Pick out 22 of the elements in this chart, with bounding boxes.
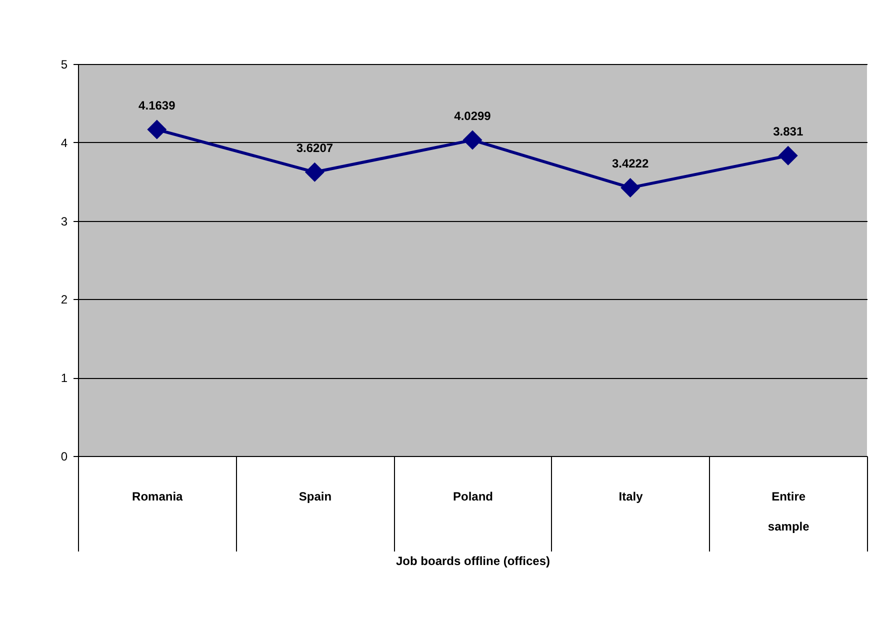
point bbox=[304, 162, 324, 182]
category-label: Entire sample bbox=[768, 490, 810, 534]
x-tick-label: Romania bbox=[132, 490, 184, 504]
data-label: 3.831 bbox=[773, 124, 804, 139]
y-tick-label: 1 bbox=[60, 371, 68, 386]
x-tick-label: Poland bbox=[452, 490, 494, 504]
x-axis-title: Job boards offline (offices) bbox=[396, 554, 550, 568]
y-tick-label: 4 bbox=[60, 136, 68, 150]
point bbox=[147, 120, 167, 140]
x-tick-label: Spain bbox=[298, 490, 332, 504]
y-tick-label: 0 bbox=[60, 450, 68, 464]
point bbox=[620, 178, 640, 198]
point bbox=[778, 146, 798, 166]
data-label: 3.4222 bbox=[612, 156, 649, 171]
point bbox=[462, 130, 482, 150]
y-tick-label: 3 bbox=[60, 214, 68, 228]
data-label: 4.0299 bbox=[454, 109, 492, 124]
data-label: 3.6207 bbox=[296, 141, 334, 156]
data-label: 4.1639 bbox=[138, 98, 176, 113]
y-tick-label: 5 bbox=[60, 58, 68, 72]
x-tick-label: Italy bbox=[618, 490, 644, 504]
y-tick-label: 2 bbox=[60, 292, 68, 307]
